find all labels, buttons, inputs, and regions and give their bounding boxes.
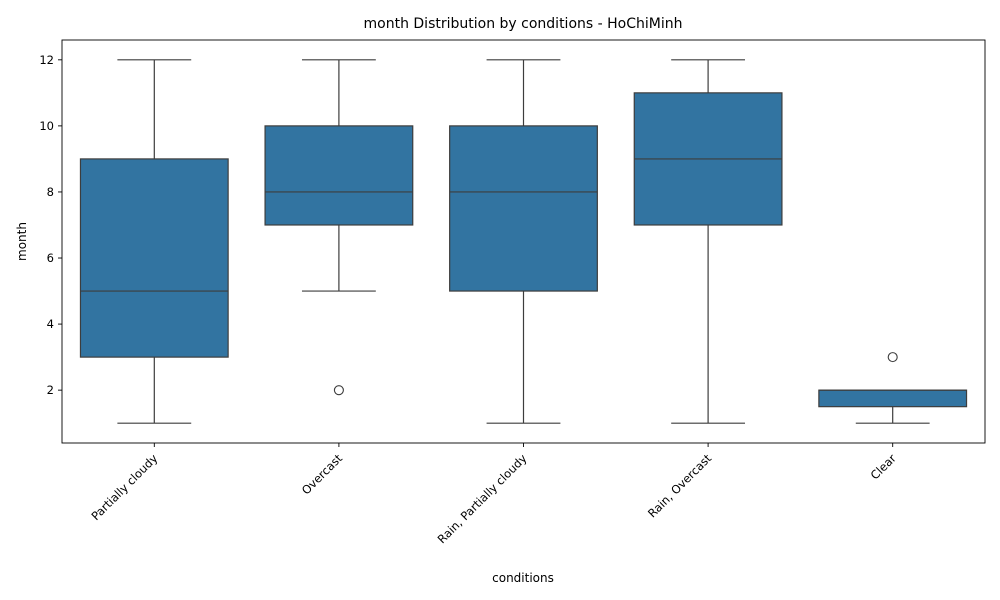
iqr-box [79, 158, 229, 358]
x-tick-label: Clear [868, 451, 899, 482]
x-tick-label: Rain, Partially cloudy [435, 451, 530, 546]
y-axis-label: month [15, 222, 29, 261]
box-1 [79, 59, 229, 424]
y-tick-label: 4 [47, 317, 54, 331]
x-tick-label: Overcast [299, 451, 346, 498]
chart-title: month Distribution by conditions - HoChi… [364, 16, 683, 32]
y-tick-label: 2 [47, 383, 54, 397]
iqr-box [818, 389, 968, 408]
x-axis: Partially cloudy Overcast Rain, Partially … [88, 443, 899, 546]
y-tick-label: 10 [39, 119, 54, 133]
iqr-box [449, 125, 598, 292]
box-2 [264, 59, 414, 396]
iqr-box [264, 125, 414, 226]
box-4 [633, 59, 783, 424]
outlier-point [333, 385, 344, 396]
x-axis-label: conditions [492, 571, 554, 585]
box-5 [818, 352, 968, 424]
y-tick-label: 8 [47, 185, 54, 199]
x-tick-label: Partially cloudy [88, 451, 160, 523]
y-axis: 2 4 6 8 10 12 [39, 53, 62, 397]
outlier-point [887, 352, 898, 363]
x-tick-label: Rain, Overcast [645, 451, 715, 521]
y-tick-label: 12 [39, 53, 54, 67]
y-tick-label: 6 [47, 251, 54, 265]
box-3 [449, 59, 598, 424]
plot-area [79, 59, 968, 424]
